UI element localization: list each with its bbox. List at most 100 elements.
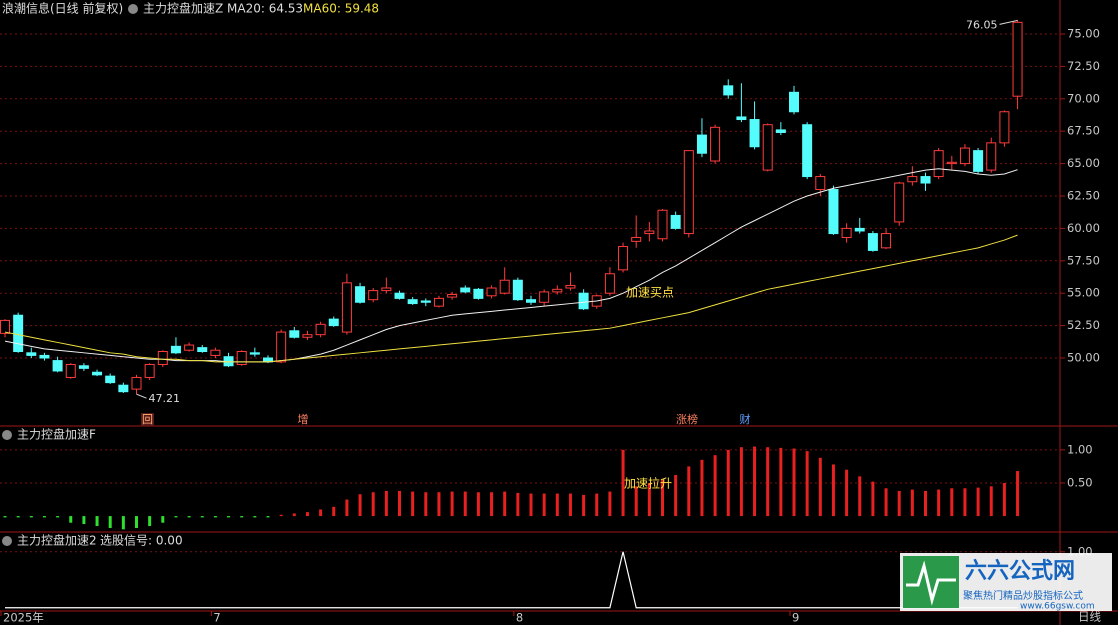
indicator-bar [621,449,625,517]
candle-body [604,273,615,294]
indicator-bar [700,459,704,517]
candle-body [657,209,668,240]
candle-body [289,330,300,338]
y-tick-label: 70.00 [1067,91,1100,105]
candle-body [368,290,379,301]
indicator-bar [476,492,480,517]
indicator-bar [56,516,60,518]
indicator-title: 主力控盘加速Z [143,1,223,16]
indicator-bar [200,516,204,518]
indicator-bar [792,448,796,517]
candle-body [394,292,405,299]
y-tick-label: 50.00 [1067,350,1100,364]
indicator-bar [661,479,664,517]
indicator-bar [174,516,178,518]
icon [128,4,138,14]
candle-body [670,214,681,229]
candle-body [381,287,392,292]
indicator-bar [897,490,901,517]
candle-body [762,124,773,171]
candle-body [815,176,826,191]
indicator-bar [279,514,283,517]
candle-body [618,246,629,271]
indicator-bar [568,493,572,517]
candle-body [499,279,510,294]
candle-body [236,351,247,365]
indicator-bar [253,516,257,518]
candle-body [644,230,655,235]
stock-title: 浪潮信息(日线 前复权) [2,1,123,16]
candle-body [184,344,195,351]
indicator-bar [266,516,270,518]
candle-body [841,227,852,238]
candle-body [52,360,63,372]
candle-body [433,297,444,307]
candle-body [0,319,10,334]
badge: 财 [740,412,751,426]
indicator-bar [726,449,730,517]
indicator-bar [739,447,743,517]
pointer [136,393,147,399]
indicator-bar [463,491,467,517]
candle-body [39,354,50,359]
indicator-bar [135,516,138,529]
indicator-bar [82,516,86,525]
y-tick-label: 1.00 [1067,442,1093,456]
x-tick-label: 9 [792,611,799,625]
badge-bg [141,413,154,426]
indicator-bar [148,516,152,527]
indicator-bar [42,516,46,518]
legend-ma60: MA60: 59.48 [303,2,379,16]
candle-body [276,331,287,363]
candle-body [631,236,642,242]
indicator-bar [884,488,888,517]
candle-body [92,371,103,376]
candle-body [881,233,892,249]
panel-legend: 选股信号: 0.00 [100,534,183,548]
indicator-bar [450,491,454,517]
candle-body [486,287,497,297]
badge: 涨榜 [676,412,698,426]
candle-body [78,365,89,369]
indicator-bar [3,516,7,518]
candle-body [933,150,944,178]
candle-body [565,284,576,289]
candle-body [999,111,1010,144]
candle-body [328,318,339,327]
indicator-bar [437,492,441,517]
y-tick-label: 55.00 [1067,286,1100,300]
candle-body [197,347,208,353]
indicator-bar [398,490,401,517]
indicator-bar [490,492,494,517]
indicator-bar [831,464,835,517]
badge: 回 [142,413,153,426]
indicator-bar [227,516,231,518]
indicator-bar [529,493,533,517]
candle-body [355,286,366,303]
y-tick-label: 60.00 [1067,221,1100,235]
y-tick-label: 62.50 [1067,188,1100,202]
indicator-bar [319,509,323,517]
legend-ma20: MA20: 64.53 [227,2,303,16]
candle-body [959,147,970,165]
candle-body [683,150,694,235]
indicator-bar [516,492,520,517]
logo-url: www.66gsw.com [1020,602,1095,612]
indicator-bar [858,476,862,517]
candle-body [210,349,221,356]
indicator-bar [16,516,20,518]
candle-body [512,279,523,301]
candle-body [526,299,536,303]
indicator-bar [937,489,941,517]
candle-body [723,85,734,96]
logo-name: 六六公式网 [965,559,1075,584]
indicator-bar [582,494,586,517]
candle-body [473,288,484,299]
candle-body [854,227,865,232]
candle-body [26,352,37,356]
indicator-bar [121,516,125,530]
y-tick-label: 75.00 [1067,26,1100,40]
badge: 增 [298,412,309,426]
panel-title: 主力控盘加速F [17,427,96,442]
